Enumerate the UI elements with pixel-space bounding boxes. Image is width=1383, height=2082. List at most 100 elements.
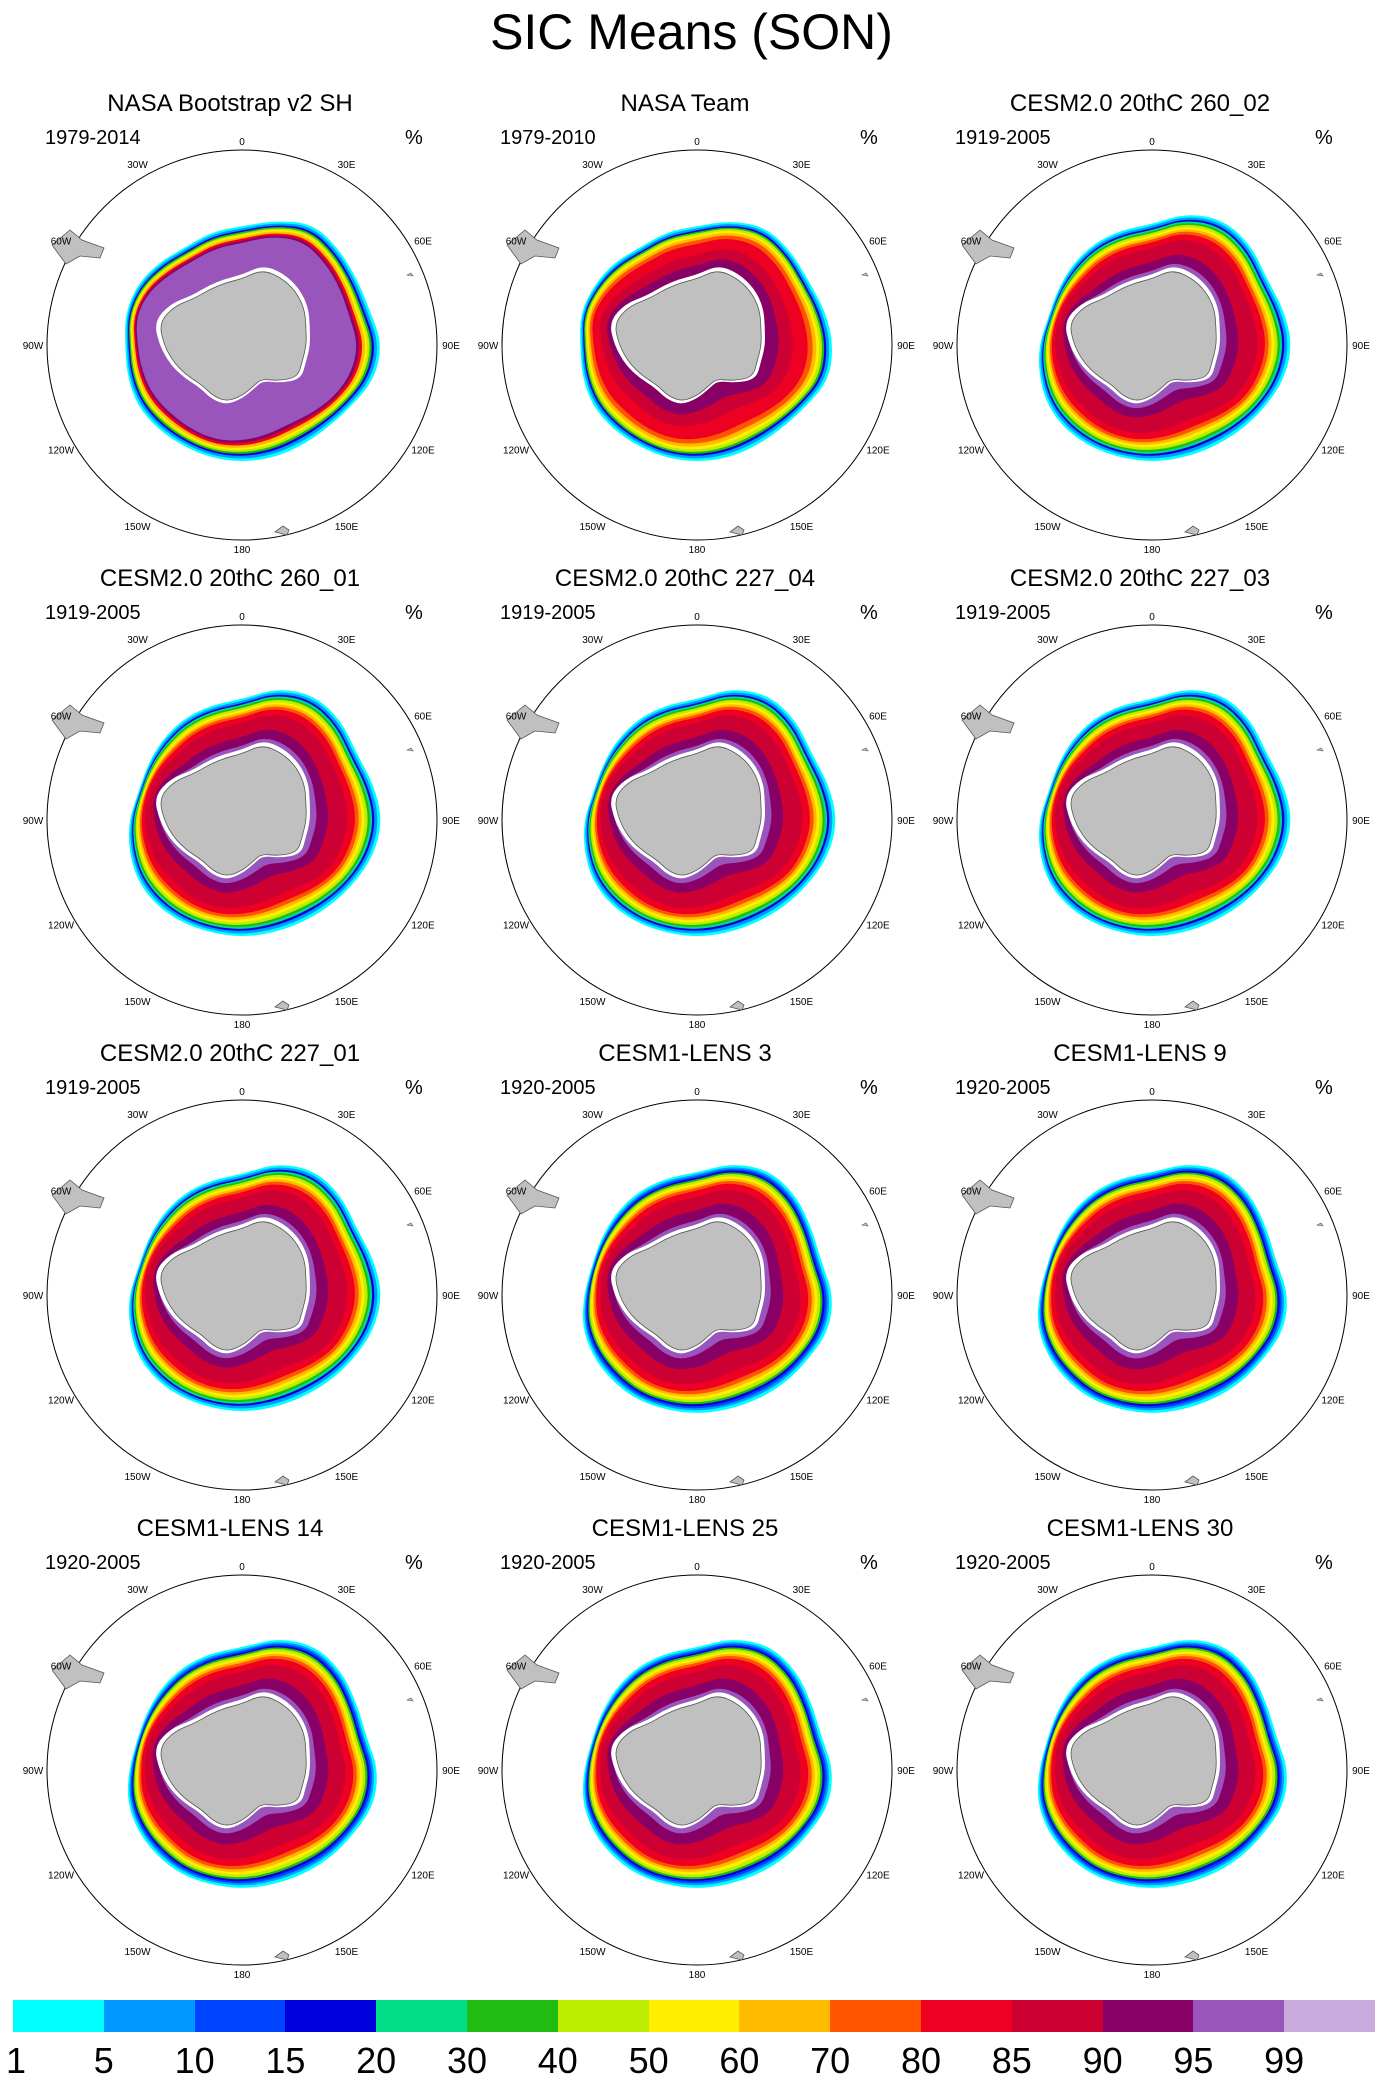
antarctica-landmass: [1070, 746, 1217, 876]
panel-title: CESM1-LENS 14: [136, 1515, 324, 1542]
longitude-label: 30W: [127, 160, 148, 171]
panel-unit-label: %: [860, 602, 878, 624]
antarctica-landmass: [615, 1221, 762, 1351]
map-panel: 0 30E 60E 90E 120E 150E 180 150W 120W 90W 60W 30W CE…: [910, 1040, 1370, 1510]
panel-period: 1920-2005: [500, 1552, 596, 1574]
polar-stereo-map: 0 30E 60E 90E 120E 150E 180 150W 120W 90W 60W 30W: [933, 612, 1370, 1031]
kerguelen-island: [1316, 1697, 1324, 1702]
colorbar-swatch: [1193, 2000, 1285, 2032]
polar-stereo-map: 0 30E 60E 90E 120E 150E 180 150W 120W 90W 60W 30W: [23, 612, 460, 1031]
polar-stereo-map: 0 30E 60E 90E 120E 150E 180 150W 120W 90W 60W 30W: [478, 137, 915, 556]
panel-title: CESM1-LENS 3: [598, 1040, 772, 1067]
polar-stereo-map: 0 30E 60E 90E 120E 150E 180 150W 120W 90W 60W 30W: [23, 1087, 460, 1506]
kerguelen-island: [861, 1697, 869, 1702]
longitude-label: 30W: [1037, 1110, 1058, 1121]
new-zealand-fragment: [274, 1475, 290, 1486]
panel-unit-label: %: [405, 127, 423, 149]
longitude-label: 60W: [961, 712, 982, 723]
colorbar-swatch: [467, 2000, 559, 2032]
map-panel: 0 30E 60E 90E 120E 150E 180 150W 120W 90W 60W 30W CE…: [0, 565, 460, 1035]
longitude-label: 90W: [478, 1291, 499, 1302]
panel-unit-label: %: [405, 1077, 423, 1099]
polar-stereo-map: 0 30E 60E 90E 120E 150E 180 150W 120W 90W 60W 30W: [478, 612, 915, 1031]
polar-stereo-map: 0 30E 60E 90E 120E 150E 180 150W 120W 90W 60W 30W: [478, 1087, 915, 1506]
longitude-label: 120E: [411, 446, 435, 457]
longitude-label: 0: [239, 1562, 245, 1573]
longitude-label: 120E: [866, 921, 890, 932]
longitude-label: 120E: [866, 446, 890, 457]
longitude-label: 60E: [414, 1662, 432, 1673]
longitude-label: 150E: [790, 1947, 814, 1958]
panel-unit-label: %: [405, 602, 423, 624]
longitude-label: 30E: [1248, 635, 1266, 646]
longitude-label: 150E: [790, 522, 814, 533]
longitude-label: 60W: [506, 712, 527, 723]
longitude-label: 90W: [23, 816, 44, 827]
longitude-label: 60E: [414, 1187, 432, 1198]
new-zealand-fragment: [274, 525, 290, 536]
longitude-label: 120W: [503, 921, 530, 932]
panel-title: CESM2.0 20thC 227_03: [1009, 565, 1271, 592]
south-america-tip: [506, 229, 560, 265]
kerguelen-island: [1316, 747, 1324, 752]
new-zealand-fragment: [729, 1000, 745, 1011]
polar-stereo-map: 0 30E 60E 90E 120E 150E 180 150W 120W 90W 60W 30W: [478, 1562, 915, 1981]
panel-title: CESM1-LENS 9: [1053, 1040, 1227, 1067]
longitude-label: 150E: [335, 522, 359, 533]
kerguelen-island: [406, 747, 414, 752]
panel-period: 1920-2005: [45, 1552, 141, 1574]
longitude-label: 120W: [958, 446, 985, 457]
longitude-label: 120E: [866, 1396, 890, 1407]
kerguelen-island: [406, 272, 414, 277]
colorbar-tick-label: 80: [900, 2040, 942, 2081]
new-zealand-fragment: [274, 1950, 290, 1961]
colorbar-swatch: [921, 2000, 1013, 2032]
longitude-label: 0: [694, 1087, 700, 1098]
kerguelen-island: [1316, 1222, 1324, 1227]
longitude-label: 90E: [897, 341, 915, 352]
longitude-label: 150W: [1034, 1472, 1061, 1483]
colorbar-swatch: [13, 2000, 105, 2032]
longitude-label: 90E: [442, 1291, 460, 1302]
longitude-label: 90W: [478, 816, 499, 827]
new-zealand-fragment: [729, 1475, 745, 1486]
longitude-label: 30W: [1037, 1585, 1058, 1596]
longitude-label: 30E: [793, 1585, 811, 1596]
longitude-label: 180: [1144, 1970, 1161, 1981]
longitude-label: 0: [239, 612, 245, 623]
map-panel: 0 30E 60E 90E 120E 150E 180 150W 120W 90W 60W 30W CE…: [0, 1515, 460, 1985]
longitude-label: 90E: [1352, 1291, 1370, 1302]
longitude-label: 120W: [503, 1396, 530, 1407]
antarctica-landmass: [160, 1696, 307, 1826]
colorbar-tick-label: 60: [719, 2040, 760, 2081]
longitude-label: 150E: [335, 1947, 359, 1958]
antarctica-landmass: [615, 1696, 762, 1826]
longitude-label: 150E: [790, 1472, 814, 1483]
longitude-label: 90W: [933, 1766, 954, 1777]
panel-title: NASA Bootstrap v2 SH: [107, 90, 353, 117]
new-zealand-fragment: [274, 1000, 290, 1011]
kerguelen-island: [1316, 272, 1324, 277]
longitude-label: 150E: [1245, 1947, 1269, 1958]
map-panel: 0 30E 60E 90E 120E 150E 180 150W 120W 90W 60W 30W CE…: [0, 1040, 460, 1510]
colorbar-tick-label: 40: [537, 2040, 578, 2081]
longitude-label: 60E: [1324, 1662, 1342, 1673]
longitude-label: 150E: [335, 997, 359, 1008]
longitude-label: 180: [1144, 545, 1161, 556]
colorbar-swatch: [648, 2000, 740, 2032]
longitude-label: 30E: [793, 160, 811, 171]
longitude-label: 180: [689, 1970, 706, 1981]
antarctica-landmass: [1070, 1221, 1217, 1351]
kerguelen-island: [861, 1222, 869, 1227]
colorbar-tick-label: 95: [1173, 2040, 1214, 2081]
south-america-tip: [961, 704, 1015, 740]
panel-unit-label: %: [1315, 127, 1333, 149]
panel-unit-label: %: [860, 127, 878, 149]
new-zealand-fragment: [729, 525, 745, 536]
panel-unit-label: %: [405, 1552, 423, 1574]
longitude-label: 60W: [51, 1187, 72, 1198]
kerguelen-island: [861, 747, 869, 752]
longitude-label: 150W: [579, 1947, 606, 1958]
longitude-label: 30E: [793, 635, 811, 646]
longitude-label: 90E: [897, 1291, 915, 1302]
